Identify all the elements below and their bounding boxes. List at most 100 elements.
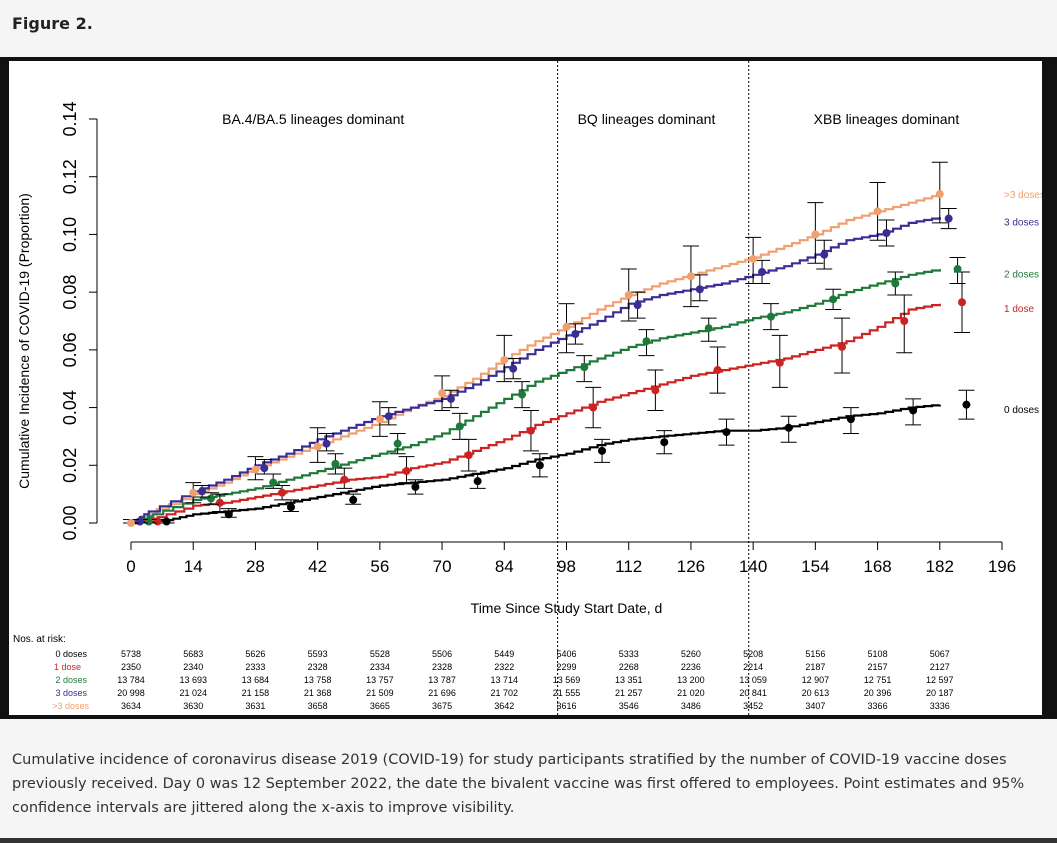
risk-value: 5108 (868, 649, 888, 659)
risk-value: 13 714 (491, 675, 519, 685)
end-point-estimate (944, 214, 953, 223)
point-estimate (846, 415, 855, 424)
risk-value: 2334 (370, 662, 390, 672)
x-tick-label: 154 (801, 557, 829, 576)
y-tick-label: 0.12 (60, 159, 80, 194)
risk-value: 13 684 (242, 675, 270, 685)
x-tick-label: 98 (557, 557, 576, 576)
risk-value: 3336 (930, 701, 950, 711)
point-estimate (580, 363, 589, 372)
figure-frame: 0.00 0.02 0.04 0.06 0.08 0.10 0.12 0.14 Cumulati… (0, 57, 1057, 719)
risk-value: 2328 (432, 662, 452, 672)
point-estimate (829, 295, 838, 304)
risk-value: 5683 (183, 649, 203, 659)
series-label: 2 doses (1004, 269, 1039, 280)
point-estimate (198, 487, 207, 496)
risk-value: 2236 (681, 662, 701, 672)
risk-value: 2340 (183, 662, 203, 672)
risk-value: 3486 (681, 701, 701, 711)
risk-value: 3616 (556, 701, 576, 711)
risk-value: 3675 (432, 701, 452, 711)
risk-value: 21 368 (304, 688, 332, 698)
risk-table-title: Nos. at risk: (13, 634, 66, 645)
risk-value: 3665 (370, 701, 390, 711)
risk-value: 3452 (743, 701, 763, 711)
risk-value: 2299 (556, 662, 576, 672)
risk-value: 3634 (121, 701, 141, 711)
point-estimate (535, 461, 544, 470)
point-estimate (526, 426, 535, 435)
risk-value: 3407 (805, 701, 825, 711)
point-estimate (624, 291, 633, 300)
risk-value: 2350 (121, 662, 141, 672)
figure-title: Figure 2. (12, 14, 93, 33)
risk-value: 5528 (370, 649, 390, 659)
risk-row-label: 2 doses (55, 675, 87, 685)
y-tick-label: 0.00 (60, 505, 80, 540)
end-point-estimate (953, 265, 962, 274)
risk-value: 13 351 (615, 675, 643, 685)
x-tick-label: 182 (926, 557, 954, 576)
risk-value: 5406 (556, 649, 576, 659)
risk-value: 5626 (245, 649, 265, 659)
point-estimate (784, 423, 793, 432)
point-estimate (162, 517, 171, 526)
risk-value: 3546 (619, 701, 639, 711)
series-label: >3 doses (1004, 190, 1042, 201)
figure-panel: 0.00 0.02 0.04 0.06 0.08 0.10 0.12 0.14 Cumulati… (9, 61, 1042, 715)
y-tick-label: 0.02 (60, 448, 80, 483)
point-estimate (598, 446, 607, 455)
risk-value: 20 613 (802, 688, 830, 698)
x-tick-label: 168 (863, 557, 891, 576)
risk-value: 21 257 (615, 688, 643, 698)
point-estimate (411, 482, 420, 491)
point-estimate (758, 267, 767, 276)
point-estimate (722, 428, 731, 437)
point-estimate (820, 250, 829, 259)
risk-row-label: 0 doses (55, 649, 87, 659)
point-estimate (153, 517, 162, 526)
point-estimate (215, 498, 224, 507)
series-curve--3-doses (131, 194, 941, 525)
series-label: 1 dose (1004, 304, 1034, 315)
point-estimate (909, 406, 918, 415)
point-estimate (891, 279, 900, 288)
end-point-estimate (958, 298, 967, 307)
period-label: XBB lineages dominant (814, 111, 960, 127)
point-estimate (873, 207, 882, 216)
risk-value: 2127 (930, 662, 950, 672)
risk-value: 13 569 (553, 675, 581, 685)
risk-value: 20 187 (926, 688, 954, 698)
point-estimate (775, 358, 784, 367)
point-estimate (224, 510, 233, 519)
risk-value: 5506 (432, 649, 452, 659)
risk-value: 5738 (121, 649, 141, 659)
point-estimate (464, 451, 473, 460)
y-axis-title: Cumulative Incidence of COVID-19 (Propor… (16, 193, 32, 489)
point-estimate (135, 517, 144, 526)
y-tick-label: 0.08 (60, 275, 80, 310)
point-estimate (509, 364, 518, 373)
risk-value: 3631 (245, 701, 265, 711)
point-estimate (500, 355, 509, 364)
risk-value: 3366 (868, 701, 888, 711)
point-estimate (286, 503, 295, 512)
risk-value: 21 158 (242, 688, 270, 698)
point-estimate (473, 477, 482, 486)
point-estimate (838, 342, 847, 351)
risk-value: 3642 (494, 701, 514, 711)
point-estimate (331, 459, 340, 468)
bottom-bar (0, 838, 1057, 843)
risk-value: 21 696 (428, 688, 456, 698)
risk-value: 13 787 (428, 675, 456, 685)
end-point-estimate (962, 400, 971, 409)
point-estimate (633, 301, 642, 310)
point-estimate (144, 517, 153, 526)
y-tick-label: 0.14 (60, 101, 80, 136)
point-estimate (562, 322, 571, 331)
risk-value: 13 758 (304, 675, 332, 685)
risk-value: 20 998 (117, 688, 145, 698)
risk-value: 2214 (743, 662, 763, 672)
risk-value: 2268 (619, 662, 639, 672)
risk-value: 5156 (805, 649, 825, 659)
